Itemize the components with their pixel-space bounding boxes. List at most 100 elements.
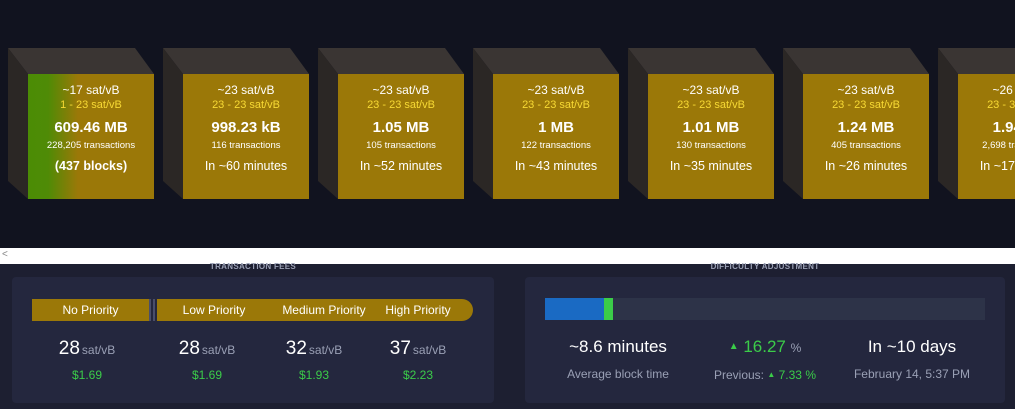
difficulty-adjustment-panel: ~8.6 minutes Average block time ▲ 16.27 … bbox=[525, 277, 1005, 403]
block-tx-count: 405 transactions bbox=[831, 140, 901, 151]
difficulty-change-value: ▲ 16.27 % bbox=[700, 335, 830, 360]
low-priority-label: Low Priority bbox=[182, 303, 246, 317]
fee-rate: 28 sat/vB bbox=[157, 337, 257, 362]
block-eta: In ~35 minutes bbox=[669, 159, 753, 173]
mempool-block-0[interactable]: ~17 sat/vB 1 - 23 sat/vB 609.46 MB 228,2… bbox=[8, 48, 154, 199]
difficulty-change: ▲ 16.27 % Previous: ▲ 7.33 % bbox=[700, 335, 830, 385]
block-front-face: ~23 sat/vB 23 - 23 sat/vB 1.01 MB 130 tr… bbox=[648, 74, 774, 199]
fee-rate: 28 sat/vB bbox=[37, 337, 137, 362]
previous-change-unit: % bbox=[805, 368, 816, 382]
block-size: 1.24 MB bbox=[837, 119, 895, 136]
block-tx-count: 122 transactions bbox=[521, 140, 591, 151]
fee-rate-value: 32 bbox=[285, 338, 307, 359]
block-eta: In ~17 minutes bbox=[979, 159, 1015, 173]
block-tx-count: 130 transactions bbox=[676, 140, 746, 151]
next-adjustment-eta: In ~10 days bbox=[867, 337, 957, 356]
mempool-blocks-strip: ~17 sat/vB 1 - 23 sat/vB 609.46 MB 228,2… bbox=[0, 0, 1015, 248]
caret-up-icon: ▲ bbox=[728, 341, 739, 352]
block-size: 1 MB bbox=[538, 119, 574, 136]
fee-rate-value: 37 bbox=[389, 338, 411, 359]
block-fee-span: ~23 sat/vB bbox=[527, 83, 585, 97]
difficulty-change-number: 16.27 bbox=[743, 337, 786, 356]
next-adjustment-date: February 14, 5:37 PM bbox=[853, 367, 971, 381]
block-fee-range: 23 - 23 sat/vB bbox=[677, 99, 745, 111]
block-size: 1.94 MB bbox=[992, 119, 1015, 136]
block-side-face bbox=[938, 48, 958, 199]
block-top-face bbox=[318, 48, 464, 74]
mempool-block-1[interactable]: ~23 sat/vB 23 - 23 sat/vB 998.23 kB 116 … bbox=[163, 48, 309, 199]
block-front-face: ~23 sat/vB 23 - 23 sat/vB 998.23 kB 116 … bbox=[183, 74, 309, 199]
priority-bar bbox=[157, 299, 473, 321]
block-eta: In ~60 minutes bbox=[204, 159, 288, 173]
transaction-fees-panel: No Priority Low Priority Medium Priority… bbox=[12, 277, 494, 403]
difficulty-progress-current bbox=[604, 298, 613, 320]
fee-rate: 37 sat/vB bbox=[368, 337, 468, 362]
previous-label: Previous: bbox=[713, 368, 765, 382]
fee-rate-unit: sat/vB bbox=[412, 343, 447, 357]
difficulty-progress-bar bbox=[545, 298, 985, 320]
fee-rate-value: 28 bbox=[178, 338, 200, 359]
average-block-time-label: Average block time bbox=[567, 367, 669, 381]
block-side-face bbox=[8, 48, 28, 199]
block-tx-count: 2,698 transactions bbox=[982, 140, 1015, 151]
fee-rate-value: 28 bbox=[58, 338, 80, 359]
block-fee-span: ~23 sat/vB bbox=[372, 83, 430, 97]
caret-up-icon: ▲ bbox=[767, 370, 776, 379]
block-tx-count: 116 transactions bbox=[211, 140, 281, 151]
block-fee-span: ~23 sat/vB bbox=[217, 83, 275, 97]
mempool-block-2[interactable]: ~23 sat/vB 23 - 23 sat/vB 1.05 MB 105 tr… bbox=[318, 48, 464, 199]
previous-change: Previous: ▲ 7.33 % bbox=[700, 365, 830, 385]
fee-no-priority: 28 sat/vB $1.69 bbox=[37, 337, 137, 385]
block-front-face: ~23 sat/vB 23 - 23 sat/vB 1.24 MB 405 tr… bbox=[803, 74, 929, 199]
fee-usd: $1.69 bbox=[71, 368, 103, 382]
block-front-face: ~23 sat/vB 23 - 23 sat/vB 1.05 MB 105 tr… bbox=[338, 74, 464, 199]
no-priority-bar: No Priority bbox=[32, 299, 149, 321]
fee-rate-unit: sat/vB bbox=[81, 343, 116, 357]
mempool-block-5[interactable]: ~23 sat/vB 23 - 23 sat/vB 1.24 MB 405 tr… bbox=[783, 48, 929, 199]
next-adjustment: In ~10 days February 14, 5:37 PM bbox=[837, 335, 987, 384]
scroll-left-arrow-icon[interactable]: < bbox=[2, 249, 8, 260]
block-fee-range: 23 - 23 sat/vB bbox=[522, 99, 590, 111]
block-fee-span: ~26 sat/vB bbox=[992, 83, 1015, 97]
block-top-face bbox=[473, 48, 619, 74]
block-eta: (437 blocks) bbox=[54, 159, 128, 173]
block-top-face bbox=[163, 48, 309, 74]
block-fee-range: 23 - 23 sat/vB bbox=[367, 99, 435, 111]
block-size: 609.46 MB bbox=[54, 119, 128, 136]
fee-usd: $1.69 bbox=[191, 368, 223, 382]
mempool-block-3[interactable]: ~23 sat/vB 23 - 23 sat/vB 1 MB 122 trans… bbox=[473, 48, 619, 199]
block-size: 1.01 MB bbox=[682, 119, 740, 136]
block-top-face bbox=[783, 48, 929, 74]
fee-rate: 32 sat/vB bbox=[264, 337, 364, 362]
transaction-fees-title: TRANSACTION FEES bbox=[209, 262, 297, 271]
block-fee-range: 23 - 23 sat/vB bbox=[832, 99, 900, 111]
medium-priority-label: Medium Priority bbox=[282, 303, 366, 317]
high-priority-label: High Priority bbox=[385, 303, 451, 317]
block-front-face: ~23 sat/vB 23 - 23 sat/vB 1 MB 122 trans… bbox=[493, 74, 619, 199]
block-side-face bbox=[783, 48, 803, 199]
strip-divider: < bbox=[0, 248, 1015, 264]
block-front-face: ~26 sat/vB 23 - 31 sat/vB 1.94 MB 2,698 … bbox=[958, 74, 1015, 199]
block-tx-count: 228,205 transactions bbox=[46, 140, 136, 151]
fee-rate-unit: sat/vB bbox=[201, 343, 236, 357]
fee-rate-unit: sat/vB bbox=[308, 343, 343, 357]
average-block-time: ~8.6 minutes Average block time bbox=[543, 335, 693, 384]
previous-change-value: 7.33 bbox=[778, 368, 802, 382]
difficulty-change-unit: % bbox=[790, 341, 802, 355]
mempool-block-6[interactable]: ~26 sat/vB 23 - 31 sat/vB 1.94 MB 2,698 … bbox=[938, 48, 1015, 199]
difficulty-adjustment-title: DIFFICULTY ADJUSTMENT bbox=[710, 262, 820, 271]
fee-high-priority: 37 sat/vB $2.23 bbox=[368, 337, 468, 385]
fee-low-priority: 28 sat/vB $1.69 bbox=[157, 337, 257, 385]
block-top-face bbox=[8, 48, 154, 74]
block-tx-count: 105 transactions bbox=[366, 140, 436, 151]
fee-medium-priority: 32 sat/vB $1.93 bbox=[264, 337, 364, 385]
block-side-face bbox=[473, 48, 493, 199]
fee-usd: $1.93 bbox=[298, 368, 330, 382]
block-eta: In ~43 minutes bbox=[514, 159, 598, 173]
block-size: 1.05 MB bbox=[372, 119, 430, 136]
block-top-face bbox=[628, 48, 774, 74]
average-block-time-value: ~8.6 minutes bbox=[569, 337, 667, 356]
mempool-block-4[interactable]: ~23 sat/vB 23 - 23 sat/vB 1.01 MB 130 tr… bbox=[628, 48, 774, 199]
block-side-face bbox=[163, 48, 183, 199]
block-side-face bbox=[318, 48, 338, 199]
